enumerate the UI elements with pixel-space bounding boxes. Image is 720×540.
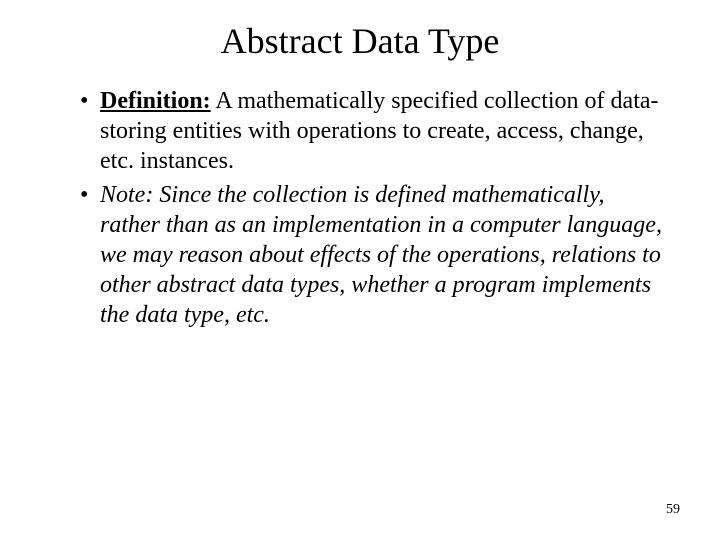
bullet-note: Note: Since the collection is defined ma…	[80, 180, 670, 330]
definition-label: Definition:	[100, 88, 211, 114]
slide-container: Abstract Data Type Definition: A mathema…	[0, 0, 720, 540]
page-title: Abstract Data Type	[50, 20, 670, 62]
note-content: Note: Since the collection is defined ma…	[100, 182, 662, 328]
bullet-list: Definition: A mathematically specified c…	[50, 86, 670, 330]
note-label: Note:	[100, 182, 153, 208]
note-text-body: Since the collection is defined mathemat…	[100, 182, 662, 328]
bullet-definition: Definition: A mathematically specified c…	[80, 86, 670, 176]
page-number: 59	[666, 502, 680, 518]
